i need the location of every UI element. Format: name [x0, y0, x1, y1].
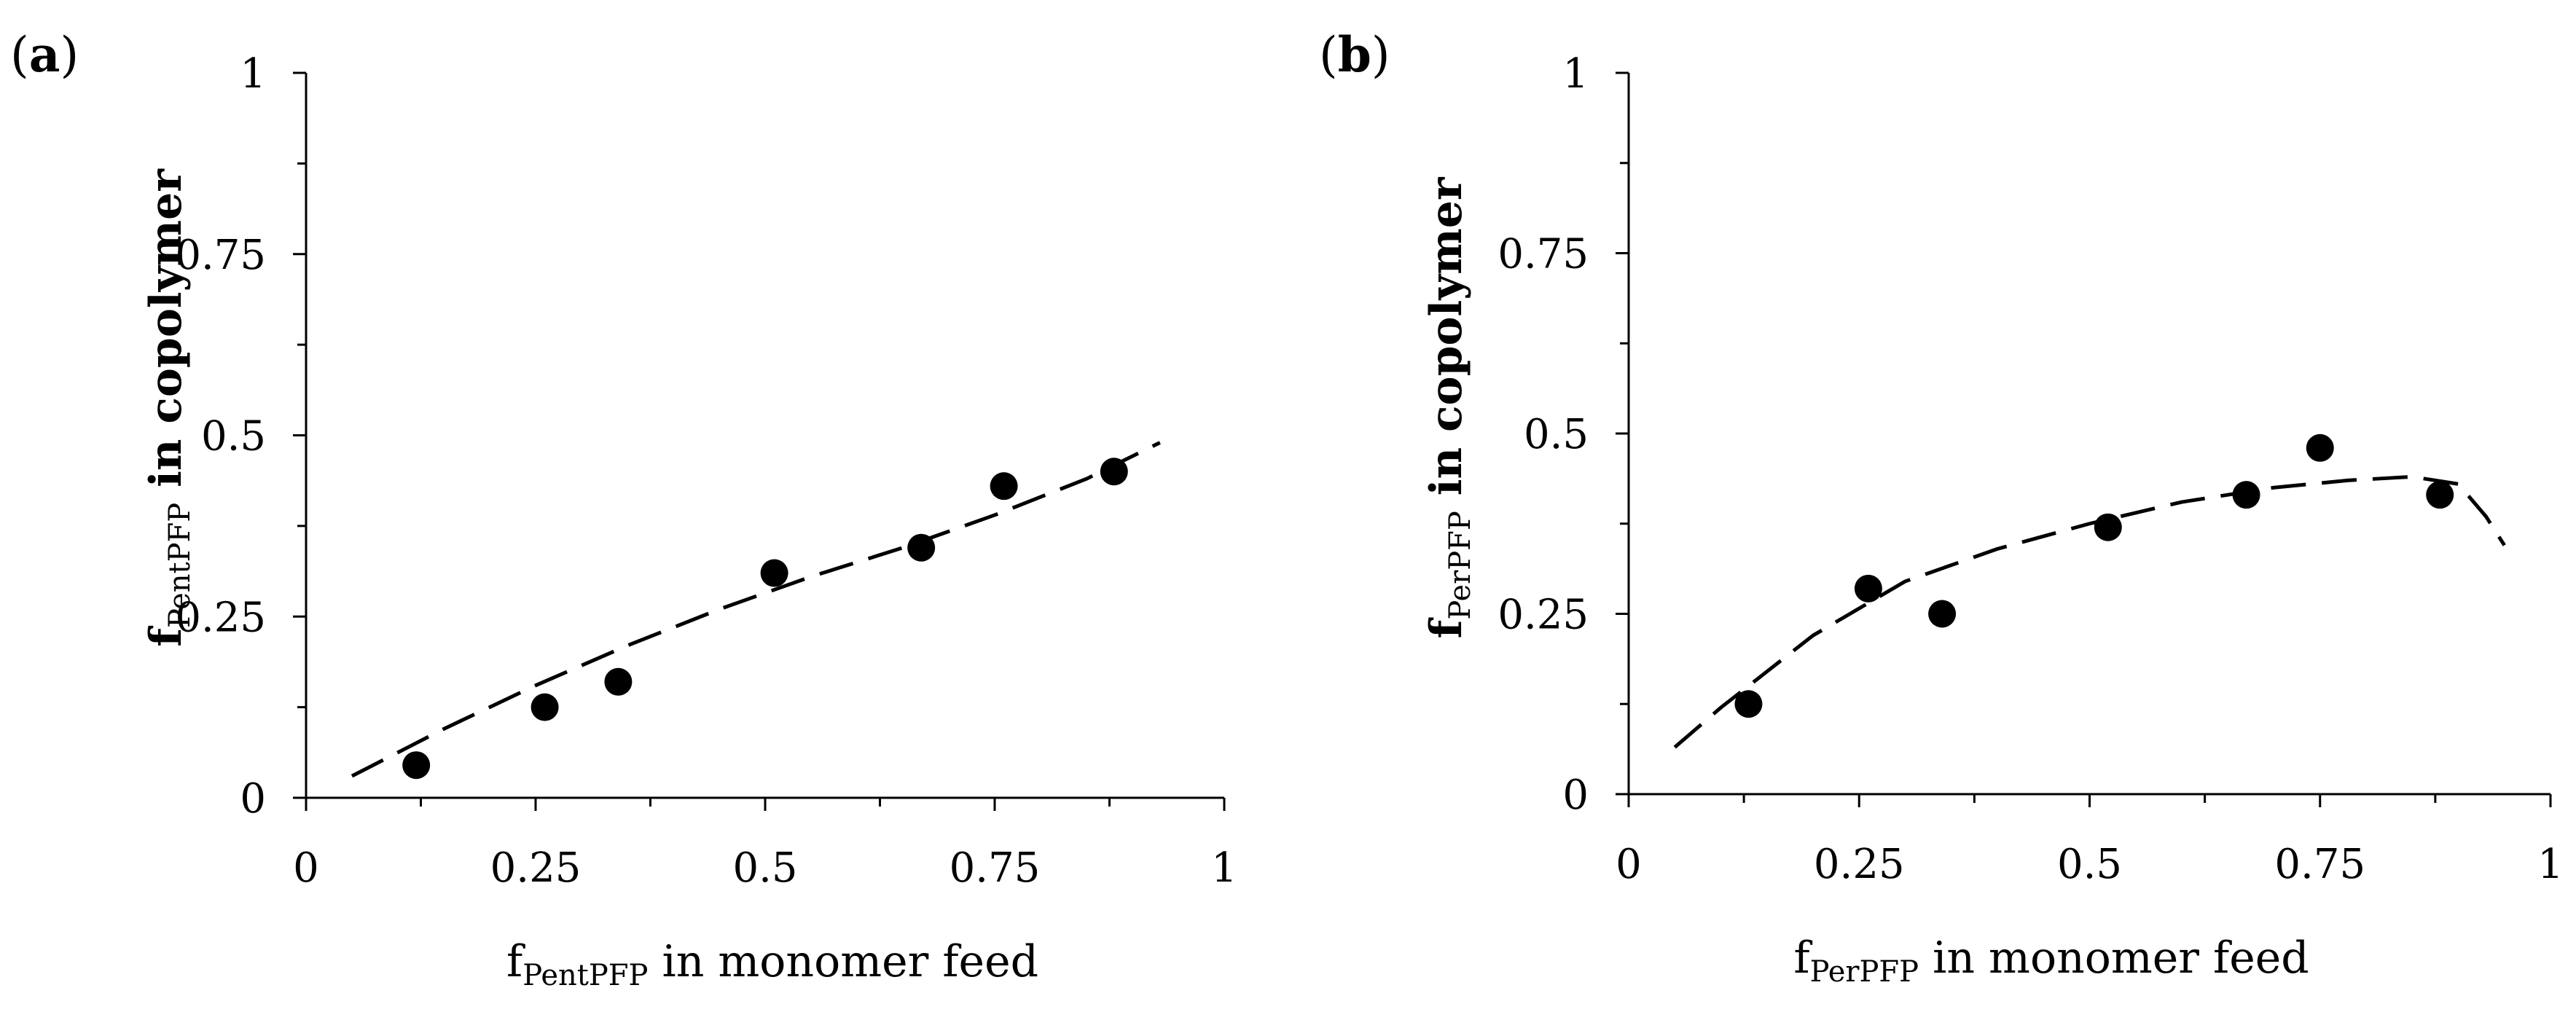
x-tick-label: 0.25 — [1814, 841, 1905, 888]
data-point — [1928, 600, 1957, 628]
data-point — [2094, 513, 2122, 541]
axes-a — [305, 73, 1224, 799]
panel-label-b: (b) — [1319, 26, 1390, 83]
data-point — [907, 533, 936, 562]
data-point — [402, 751, 431, 780]
panel-a: (a) 0 0.25 0.5 0.75 1 0 0.25 0.5 0.75 1 fPentPFP… — [10, 26, 1237, 992]
y-tick-label: 1 — [1562, 50, 1589, 98]
fit-line-a — [351, 441, 1161, 778]
x-tick-label: 0.5 — [732, 844, 797, 892]
data-point — [1854, 574, 1882, 603]
data-point — [2306, 434, 2334, 462]
x-tick-label: 0.75 — [2274, 841, 2365, 888]
y-tick-label: 1 — [240, 50, 266, 98]
panel-b: (b) 0 0.25 0.5 0.75 1 0 0.25 0.5 0.75 1 fPerPFP … — [1319, 26, 2564, 989]
fit-line — [1673, 474, 2506, 749]
x-axis-title-a: fPentPFP in monomer feed — [506, 936, 1038, 992]
y-tick-label: 0.5 — [1524, 411, 1589, 458]
x-ticks-b: 0 0.25 0.5 0.75 1 — [1616, 794, 2564, 888]
data-point — [1100, 458, 1128, 486]
x-tick-label: 1 — [1211, 844, 1237, 892]
axes-b — [1627, 73, 2550, 796]
y-tick-label: 0.25 — [1498, 592, 1589, 639]
data-point — [2426, 481, 2454, 509]
y-ticks-a: 0 0.25 0.5 0.75 1 — [175, 50, 306, 823]
data-point — [990, 472, 1018, 501]
x-tick-label: 0.75 — [950, 844, 1041, 892]
y-tick-label: 0 — [240, 775, 266, 823]
data-point — [531, 693, 559, 721]
y-tick-label: 0.75 — [175, 232, 266, 279]
y-tick-label: 0 — [1562, 772, 1589, 819]
x-axis-title-b: fPerPFP in monomer feed — [1793, 933, 2309, 989]
data-point — [604, 667, 633, 696]
fit-line — [351, 441, 1161, 778]
x-tick-label: 0 — [293, 844, 319, 892]
x-tick-label: 0.5 — [2057, 841, 2122, 888]
data-points-b — [1734, 434, 2454, 718]
data-point — [2232, 481, 2260, 509]
y-tick-label: 0.25 — [175, 594, 266, 641]
y-tick-label: 0.5 — [201, 413, 266, 460]
panel-label-a: (a) — [10, 26, 79, 83]
data-points-a — [402, 458, 1128, 780]
y-axis-title-b: fPerPFP in copolymer — [1421, 176, 1477, 638]
x-tick-label: 1 — [2537, 841, 2564, 888]
x-tick-label: 0 — [1616, 841, 1642, 888]
y-ticks-b: 0 0.25 0.5 0.75 1 — [1498, 50, 1629, 819]
x-ticks-a: 0 0.25 0.5 0.75 1 — [293, 798, 1237, 892]
x-tick-label: 0.25 — [490, 844, 582, 892]
y-tick-label: 0.75 — [1498, 231, 1589, 278]
data-point — [760, 559, 788, 587]
y-axis-title-a: fPentPFP in copolymer — [141, 168, 197, 647]
fit-line-b — [1673, 474, 2506, 749]
data-point — [1734, 690, 1763, 718]
